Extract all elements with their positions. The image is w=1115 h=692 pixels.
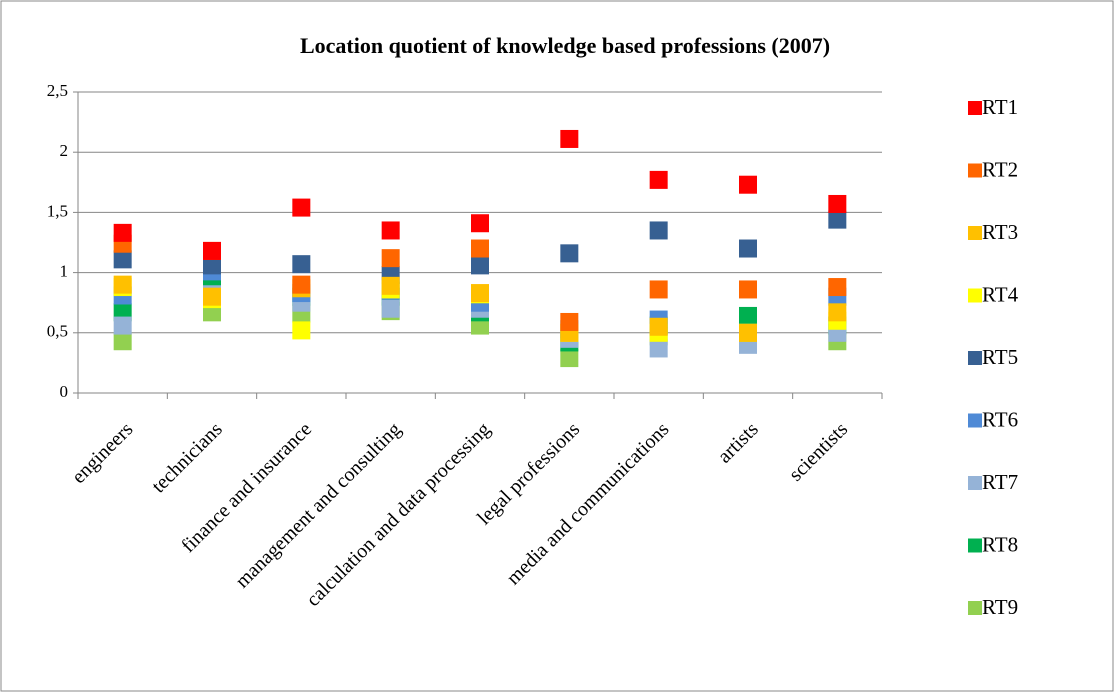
marker bbox=[203, 256, 221, 275]
marker bbox=[649, 280, 668, 299]
legend-swatch bbox=[968, 601, 982, 615]
legend-label: RT3 bbox=[982, 220, 1018, 244]
marker bbox=[471, 214, 489, 233]
legend-swatch bbox=[968, 476, 982, 490]
legend-swatch bbox=[968, 288, 982, 303]
marker bbox=[471, 239, 489, 258]
marker bbox=[560, 244, 579, 263]
marker bbox=[560, 349, 579, 368]
legend-label: RT7 bbox=[982, 470, 1018, 494]
legend-swatch bbox=[968, 101, 982, 115]
marker bbox=[739, 280, 757, 299]
legend-label: RT4 bbox=[982, 282, 1019, 306]
marker bbox=[739, 323, 757, 342]
marker bbox=[113, 223, 132, 242]
marker bbox=[292, 275, 311, 294]
y-tick-label: 2 bbox=[60, 141, 69, 160]
y-tick-label: 2,5 bbox=[47, 81, 68, 100]
legend-swatch bbox=[968, 351, 982, 365]
marker bbox=[649, 339, 668, 358]
marker bbox=[203, 241, 221, 260]
y-tick-label: 0 bbox=[60, 382, 69, 401]
legend-label: RT6 bbox=[982, 407, 1018, 431]
legend-label: RT9 bbox=[982, 595, 1018, 619]
marker bbox=[203, 287, 221, 306]
marker bbox=[113, 250, 132, 269]
marker bbox=[381, 249, 400, 268]
marker bbox=[292, 198, 311, 217]
legend-swatch bbox=[968, 226, 982, 240]
y-tick-label: 1,5 bbox=[47, 201, 68, 220]
marker bbox=[649, 170, 668, 189]
marker bbox=[739, 306, 757, 325]
marker bbox=[381, 299, 400, 318]
marker bbox=[739, 239, 757, 258]
marker bbox=[828, 303, 847, 322]
marker bbox=[471, 284, 489, 303]
legend-swatch bbox=[968, 163, 982, 178]
marker bbox=[560, 129, 579, 148]
chart-title: Location quotient of knowledge based pro… bbox=[300, 33, 830, 58]
marker bbox=[828, 278, 847, 297]
y-tick-label: 0,5 bbox=[47, 322, 68, 341]
legend-swatch bbox=[968, 413, 982, 428]
legend-label: RT5 bbox=[982, 345, 1018, 369]
marker bbox=[381, 221, 400, 240]
marker bbox=[828, 194, 847, 213]
marker bbox=[649, 221, 668, 240]
y-tick-label: 1 bbox=[60, 262, 69, 281]
marker bbox=[471, 256, 489, 275]
marker bbox=[113, 332, 132, 351]
marker bbox=[113, 275, 132, 294]
marker bbox=[292, 255, 311, 274]
marker bbox=[292, 321, 311, 340]
marker bbox=[739, 175, 757, 194]
legend-label: RT8 bbox=[982, 532, 1018, 556]
marker bbox=[828, 210, 847, 229]
legend-label: RT1 bbox=[982, 95, 1018, 119]
marker bbox=[560, 312, 579, 331]
legend-swatch bbox=[968, 538, 982, 553]
legend-label: RT2 bbox=[982, 157, 1018, 181]
marker bbox=[381, 276, 400, 295]
marker bbox=[649, 317, 668, 336]
marker bbox=[113, 316, 132, 335]
